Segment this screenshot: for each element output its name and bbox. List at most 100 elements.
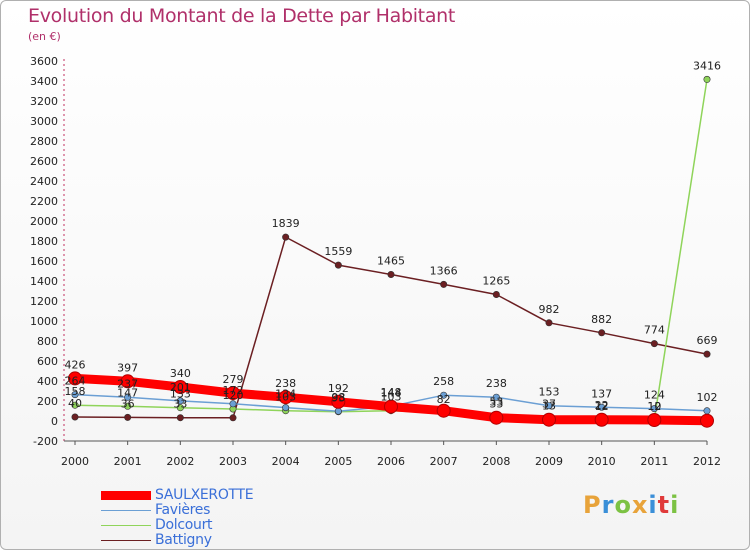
data-point xyxy=(68,371,82,386)
legend-item: SAULXEROTTE xyxy=(101,487,254,503)
data-label: 192 xyxy=(328,382,349,395)
data-label: 774 xyxy=(644,324,665,337)
x-tick-label: 2001 xyxy=(114,455,142,468)
data-label: 134 xyxy=(275,388,296,401)
data-label: 53 xyxy=(489,396,503,409)
y-tick-label: 2200 xyxy=(30,195,58,208)
legend-swatch xyxy=(101,491,151,500)
data-label: 13 xyxy=(542,400,556,413)
data-point xyxy=(124,393,132,401)
data-label: 98 xyxy=(331,391,345,404)
data-label: 982 xyxy=(539,303,560,316)
data-point xyxy=(650,405,658,413)
data-point xyxy=(492,393,500,401)
data-point xyxy=(173,380,188,394)
x-tick-label: 2008 xyxy=(482,455,510,468)
data-label: 103 xyxy=(275,391,296,404)
data-point xyxy=(331,394,346,409)
data-point xyxy=(176,414,184,422)
legend-label: SAULXEROTTE xyxy=(155,487,254,503)
y-tick-label: 3000 xyxy=(30,115,58,128)
data-point xyxy=(542,412,556,427)
data-label: 279 xyxy=(223,373,244,386)
data-label: 238 xyxy=(486,377,507,390)
y-tick-label: 800 xyxy=(37,335,58,348)
data-point xyxy=(229,400,237,408)
legend-item: Battigny xyxy=(101,533,253,548)
data-point xyxy=(387,270,395,278)
data-label: 1839 xyxy=(272,217,300,230)
data-point xyxy=(334,407,342,415)
data-point xyxy=(545,319,553,327)
data-label: 426 xyxy=(65,358,86,371)
data-label: 147 xyxy=(117,386,138,399)
data-label: 124 xyxy=(644,389,665,402)
data-label: 669 xyxy=(697,334,718,347)
data-label: 103 xyxy=(381,391,402,404)
data-point xyxy=(598,403,606,411)
data-point xyxy=(436,403,451,418)
data-label: 153 xyxy=(539,386,560,399)
y-tick-label: 1000 xyxy=(30,315,58,328)
data-label: 137 xyxy=(591,387,612,400)
data-point xyxy=(226,386,240,401)
data-label: 37 xyxy=(542,397,556,410)
x-tick-label: 2011 xyxy=(640,455,668,468)
data-label: 144 xyxy=(381,387,402,400)
x-tick-label: 2000 xyxy=(61,455,89,468)
brand-letter: r xyxy=(601,491,615,519)
brand-letter: x xyxy=(631,491,649,519)
data-point xyxy=(176,397,184,405)
x-tick-label: 2002 xyxy=(166,455,194,468)
legend-label: Dolcourt xyxy=(155,517,213,533)
data-label: 102 xyxy=(697,391,718,404)
y-tick-label: 2000 xyxy=(30,215,58,228)
y-tick-label: 3400 xyxy=(30,75,58,88)
data-label: 1559 xyxy=(324,245,352,258)
y-tick-label: 3600 xyxy=(30,55,58,68)
data-label: 1265 xyxy=(482,275,510,288)
data-label: 33 xyxy=(173,398,187,411)
data-point xyxy=(700,413,714,428)
legend-item: Favières xyxy=(101,503,253,518)
x-tick-label: 2007 xyxy=(430,455,458,468)
data-point xyxy=(71,401,79,409)
data-point xyxy=(545,402,553,410)
y-tick-label: 2400 xyxy=(30,175,58,188)
y-tick-label: 200 xyxy=(37,395,58,408)
data-point xyxy=(282,404,290,412)
y-tick-label: 600 xyxy=(37,355,58,368)
y-tick-label: 0 xyxy=(51,415,58,428)
y-tick-label: -200 xyxy=(33,435,58,448)
x-tick-label: 2004 xyxy=(272,455,300,468)
brand-letter: t xyxy=(657,491,671,519)
data-point xyxy=(278,390,293,405)
data-label: 120 xyxy=(223,389,244,402)
y-tick-label: 2800 xyxy=(30,135,58,148)
proxiti-logo: Proxiti xyxy=(583,491,679,519)
data-point xyxy=(703,350,711,358)
brand-letter: i xyxy=(648,491,658,519)
data-label: 33 xyxy=(489,398,503,411)
y-tick-label: 2600 xyxy=(30,155,58,168)
legend: SAULXEROTTE Favières Dolcourt Battigny xyxy=(101,487,254,548)
data-point xyxy=(647,413,662,427)
data-label: 258 xyxy=(433,375,454,388)
brand-letter: P xyxy=(583,491,602,519)
legend-swatch xyxy=(101,509,151,512)
data-label: 22 xyxy=(595,399,609,412)
data-label: 12 xyxy=(595,400,609,413)
legend-swatch xyxy=(101,524,151,527)
data-label: 3416 xyxy=(693,59,721,72)
legend-item: Dolcourt xyxy=(101,518,253,533)
data-label: 397 xyxy=(117,361,138,374)
x-tick-label: 2010 xyxy=(588,455,616,468)
x-tick-label: 2006 xyxy=(377,455,405,468)
data-point xyxy=(440,280,448,288)
chart-unit-subtitle: (en €) xyxy=(28,30,61,43)
x-tick-label: 2005 xyxy=(324,455,352,468)
data-point xyxy=(71,413,79,421)
y-tick-label: 400 xyxy=(37,375,58,388)
data-point xyxy=(489,410,504,425)
